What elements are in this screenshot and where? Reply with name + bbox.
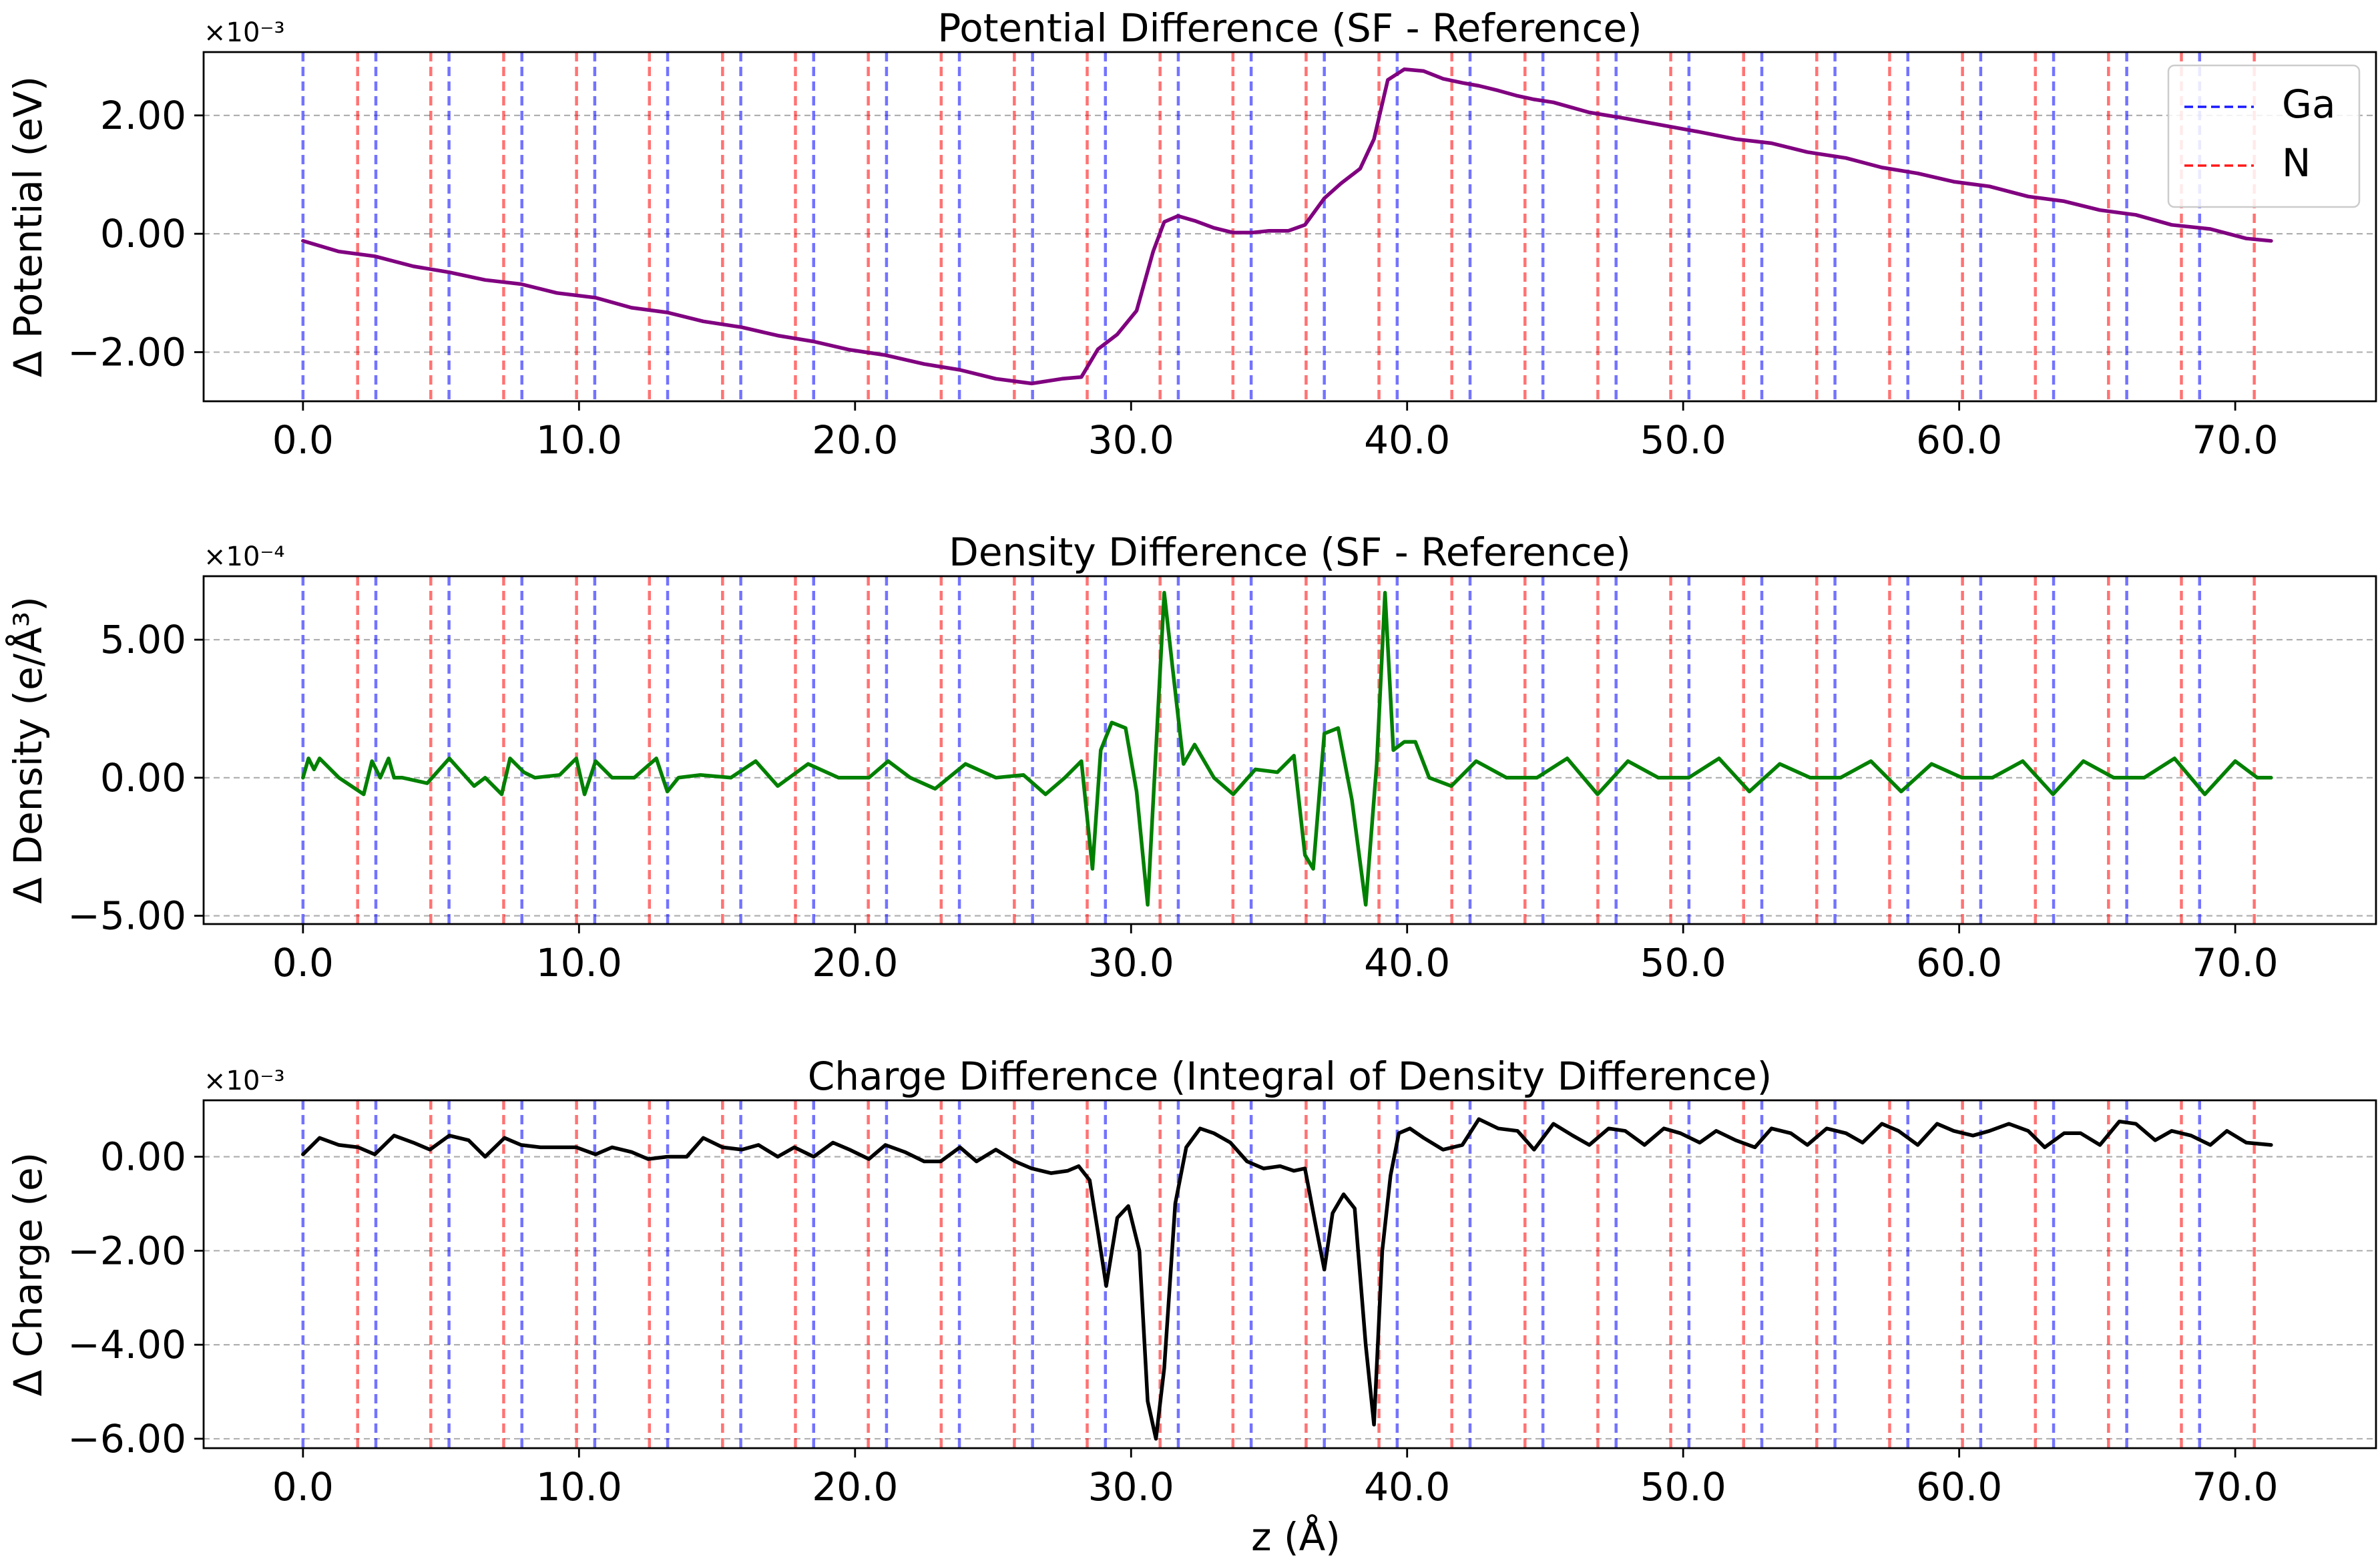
y-axis-label: Δ Potential (eV) [5,76,51,377]
y-tick-label: 0.00 [100,755,186,801]
chart-title: Charge Difference (Integral of Density D… [808,1054,1772,1099]
y-tick-label: −4.00 [67,1322,186,1367]
x-tick-label: 0.0 [272,940,334,985]
x-tick-label: 40.0 [1364,1464,1450,1510]
x-tick-label: 10.0 [536,1464,622,1510]
x-tick-label: 40.0 [1364,940,1450,985]
x-tick-label: 10.0 [536,417,622,463]
y-tick-label: −2.00 [67,329,186,375]
x-tick-label: 60.0 [1916,417,2002,463]
x-tick-label: 20.0 [812,1464,898,1510]
x-tick-label: 50.0 [1640,417,1726,463]
legend: Ga N [2167,64,2361,208]
axes-frame [202,575,2377,925]
x-tick-label: 30.0 [1088,940,1174,985]
series-line [301,1117,2273,1441]
axes-frame [202,51,2377,403]
series-line [301,591,2273,907]
x-tick-label: 20.0 [812,940,898,985]
y-axis-label: Δ Density (e/Å³) [5,596,51,903]
charge-panel: 0.0 10.0 20.0 30.0 40.0 50.0 60.0 70.0 −6.00 −4.0… [5,1054,2377,1510]
y-tick-label: −5.00 [67,893,186,939]
x-tick-label: 30.0 [1088,1464,1174,1510]
x-tick-label: 0.0 [272,1464,334,1510]
y-tick-label: −2.00 [67,1228,186,1273]
potential-panel: 0.0 10.0 20.0 30.0 40.0 50.0 60.0 70.0 −2.00 0.00… [5,5,2377,463]
axis-offset-text: ×10⁻³ [204,17,285,48]
axes-frame [202,1099,2377,1449]
x-tick-label: 50.0 [1640,940,1726,985]
x-tick-label: 20.0 [812,417,898,463]
y-tick-label: 0.00 [100,1134,186,1179]
x-tick-label: 30.0 [1088,417,1174,463]
axis-offset-text: ×10⁻³ [204,1066,285,1096]
axis-offset-text: ×10⁻⁴ [204,541,285,572]
y-tick-label: 2.00 [100,93,186,138]
x-tick-label: 50.0 [1640,1464,1726,1510]
x-tick-label: 60.0 [1916,940,2002,985]
x-tick-label: 60.0 [1916,1464,2002,1510]
legend-ga-label: Ga [2282,81,2336,127]
y-tick-label: −6.00 [67,1416,186,1462]
x-tick-label: 70.0 [2192,417,2279,463]
density-panel: 0.0 10.0 20.0 30.0 40.0 50.0 60.0 70.0 −5.00 0.00… [5,529,2377,985]
x-tick-label: 0.0 [272,417,334,463]
x-tick-label: 10.0 [536,940,622,985]
chart-title: Density Difference (SF - Reference) [949,529,1631,575]
y-axis-label: Δ Charge (e) [5,1152,51,1397]
legend-n-label: N [2282,140,2311,186]
y-tick-label: 5.00 [100,617,186,662]
x-tick-label: 70.0 [2192,1464,2279,1510]
y-tick-label: 0.00 [100,211,186,256]
x-tick-label: 40.0 [1364,417,1450,463]
figure-x-axis-label: z (Å) [1251,1514,1341,1560]
chart-title: Potential Difference (SF - Reference) [937,5,1642,51]
legend-box [2167,64,2361,208]
x-tick-label: 70.0 [2192,940,2279,985]
series-line [301,67,2273,386]
